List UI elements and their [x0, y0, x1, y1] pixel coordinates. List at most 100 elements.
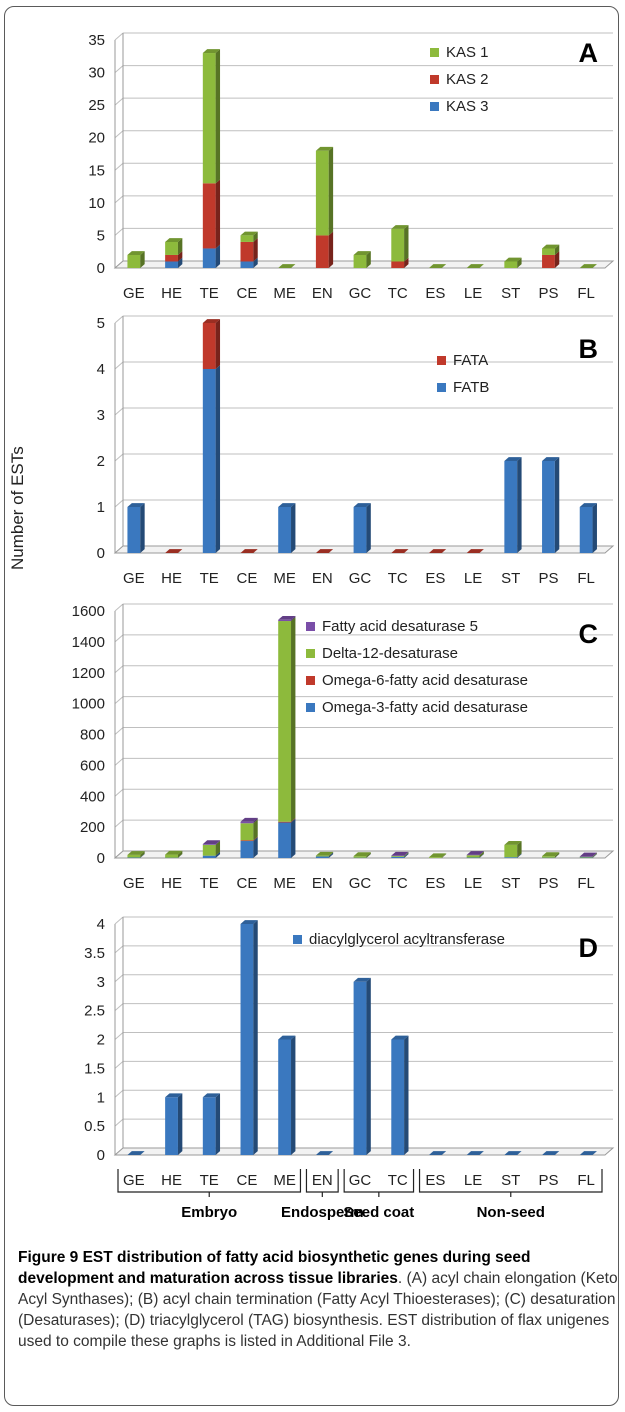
bar [391, 261, 405, 268]
bar [579, 856, 593, 858]
x-tick-label: HE [161, 875, 182, 892]
x-tick-label: TE [200, 570, 219, 587]
y-tick-label: 1 [97, 499, 105, 516]
bar-top [579, 1151, 597, 1155]
x-tick-label: GC [349, 875, 372, 892]
x-tick-label: GC [349, 285, 372, 302]
bar-top [504, 457, 522, 461]
panel-letter: D [579, 933, 599, 963]
x-tick-label: LE [464, 570, 482, 587]
bar [127, 507, 141, 553]
x-tick-label: CE [237, 875, 258, 892]
y-tick-label: 400 [80, 788, 105, 805]
legend-swatch [430, 48, 439, 57]
gridline-side [114, 665, 124, 674]
y-tick-label: 25 [88, 97, 105, 114]
legend-label: Omega-6-fatty acid desaturase [322, 672, 528, 689]
x-tick-label: PS [538, 570, 558, 587]
bar-top [579, 264, 597, 268]
bar-top [240, 817, 258, 822]
bar-top [428, 264, 447, 268]
bar-side [517, 257, 522, 268]
bar-top [315, 1151, 334, 1155]
x-tick-label: ME [273, 875, 296, 892]
y-tick-label: 0.5 [84, 1118, 105, 1135]
bar-side [554, 852, 560, 858]
bar-side [554, 251, 560, 268]
gridline-side [114, 945, 124, 954]
legend-swatch [306, 676, 315, 685]
bar-side [328, 231, 334, 268]
bar [353, 856, 367, 858]
bar [202, 844, 216, 845]
bar-top [278, 1035, 296, 1040]
bar [202, 183, 216, 249]
x-tick-label: GE [123, 285, 145, 302]
bar-top [504, 1151, 522, 1155]
y-tick-label: 35 [88, 32, 105, 49]
bar-side [291, 817, 296, 823]
bar-side [479, 851, 484, 858]
bar-side [253, 920, 258, 1155]
bar-side [177, 1093, 183, 1155]
x-tick-label: TC [388, 1172, 408, 1189]
bar [391, 855, 405, 857]
bar-top [315, 146, 334, 151]
bar-top [202, 319, 221, 323]
legend-swatch [430, 102, 439, 111]
x-tick-label: HE [161, 1172, 182, 1189]
bar [240, 241, 254, 262]
bar-side [253, 819, 258, 841]
legend-label: KAS 1 [446, 44, 489, 61]
y-tick-label: 3.5 [84, 945, 105, 962]
y-tick-label: 200 [80, 819, 105, 836]
legend-label: diacylglycerol acyltransferase [309, 931, 505, 948]
bar [315, 150, 329, 236]
bar-top [391, 225, 409, 229]
panel-letter: B [579, 334, 599, 364]
bar [579, 507, 593, 553]
x-tick-label: ST [501, 1172, 520, 1189]
panel-letter: C [579, 619, 599, 649]
x-tick-label: ME [273, 1172, 296, 1189]
bar-side [366, 853, 371, 858]
gridline-side [114, 974, 124, 983]
bar-side [366, 977, 371, 1155]
legend-swatch [293, 935, 302, 944]
bar-side [140, 503, 145, 553]
legend-label: KAS 3 [446, 98, 489, 115]
bar-side [215, 1093, 221, 1155]
bar-top [127, 1151, 145, 1155]
bar-side [177, 238, 183, 255]
bar-top [278, 615, 296, 620]
bar-side [215, 851, 221, 858]
bar [542, 248, 555, 255]
bar-side [366, 251, 371, 268]
bar-side [140, 251, 145, 268]
bar [165, 241, 178, 255]
gridline-side [114, 1060, 124, 1069]
legend-label: Delta-12-desaturase [322, 645, 458, 662]
x-tick-label: CE [237, 1172, 258, 1189]
y-tick-label: 15 [88, 162, 105, 179]
legend-swatch [306, 622, 315, 631]
x-tick-label: GE [123, 570, 145, 587]
x-tick-label: HE [161, 570, 182, 587]
bar-top [165, 549, 183, 553]
x-tick-label: TE [200, 875, 219, 892]
y-tick-label: 0 [97, 850, 105, 867]
bar-top [127, 851, 145, 855]
y-tick-label: 1600 [72, 603, 105, 620]
shared-y-axis-label: Number of ESTs [8, 446, 27, 570]
bar [391, 228, 405, 262]
bar [127, 854, 141, 858]
bar [202, 248, 216, 268]
bar-top [542, 457, 560, 461]
gridline-side [114, 195, 124, 204]
bar-top [127, 503, 145, 507]
gridline-side [114, 916, 124, 925]
gridline-side [114, 1003, 124, 1012]
gridline-side [114, 696, 124, 705]
bar [315, 235, 329, 268]
